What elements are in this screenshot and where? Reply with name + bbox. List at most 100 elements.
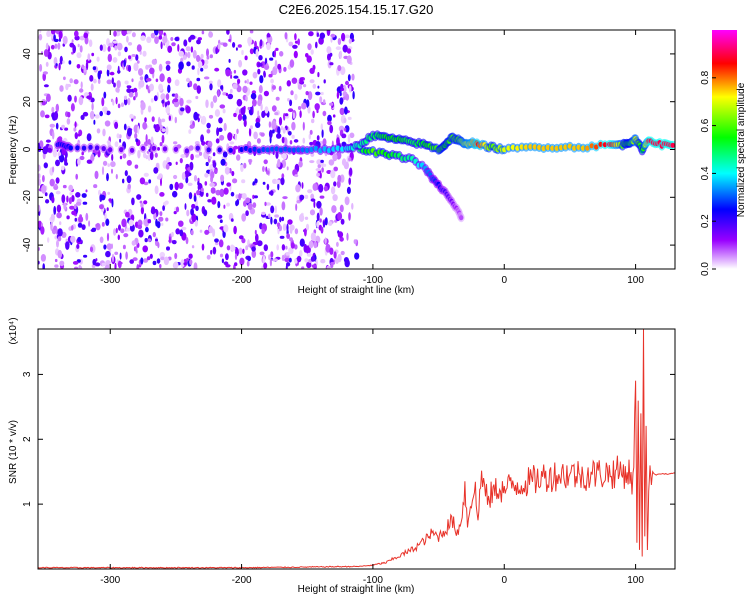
noise-speckle <box>333 251 337 259</box>
noise-speckle <box>62 60 65 64</box>
noise-speckle <box>277 63 282 70</box>
noise-speckle <box>90 83 94 91</box>
noise-speckle <box>154 124 161 132</box>
noise-speckle <box>102 128 106 137</box>
noise-speckle <box>287 98 290 102</box>
noise-speckle <box>168 115 171 121</box>
noise-speckle <box>242 248 245 254</box>
signal-trace-point <box>81 145 87 151</box>
noise-speckle <box>95 223 100 227</box>
noise-speckle <box>235 47 238 51</box>
noise-speckle <box>316 172 320 177</box>
noise-speckle <box>74 95 77 103</box>
noise-speckle <box>39 64 43 72</box>
noise-speckle <box>271 120 277 130</box>
noise-speckle <box>153 124 157 129</box>
noise-speckle <box>124 80 129 85</box>
noise-speckle <box>53 34 56 41</box>
noise-speckle <box>149 83 155 92</box>
noise-speckle <box>215 138 220 144</box>
noise-speckle <box>281 254 285 262</box>
noise-speckle <box>289 224 295 231</box>
noise-speckle <box>131 54 136 57</box>
noise-speckle <box>301 102 307 110</box>
noise-speckle <box>294 244 298 250</box>
noise-speckle <box>114 45 118 51</box>
noise-speckle <box>319 32 326 40</box>
noise-speckle <box>93 184 98 189</box>
noise-speckle <box>57 42 61 50</box>
noise-speckle <box>279 51 284 57</box>
noise-speckle <box>253 131 258 140</box>
noise-speckle <box>108 198 112 202</box>
noise-speckle <box>286 233 290 239</box>
noise-speckle <box>263 90 269 97</box>
noise-speckle <box>265 202 271 206</box>
noise-speckle <box>77 236 82 243</box>
noise-speckle <box>264 106 269 114</box>
noise-speckle <box>281 173 285 179</box>
colorbar-tick-label: 0.0 <box>700 262 711 276</box>
noise-speckle <box>43 84 49 88</box>
noise-speckle <box>133 87 138 93</box>
noise-speckle <box>326 170 332 174</box>
noise-speckle <box>190 208 195 216</box>
noise-speckle <box>269 190 274 196</box>
noise-speckle <box>346 48 352 54</box>
noise-speckle <box>107 46 111 52</box>
noise-speckle <box>345 80 349 86</box>
noise-speckle <box>94 170 99 180</box>
snr-y-label: SNR (10 * v/v) <box>8 420 19 484</box>
noise-speckle <box>139 177 146 185</box>
snr-x-tick-label: 0 <box>501 575 507 586</box>
noise-speckle <box>314 103 320 111</box>
noise-speckle <box>279 235 285 239</box>
noise-speckle <box>333 181 337 187</box>
noise-speckle <box>251 249 257 258</box>
noise-speckle <box>154 36 159 44</box>
noise-speckle <box>152 231 156 238</box>
noise-speckle <box>286 166 289 171</box>
noise-speckle <box>288 108 294 113</box>
noise-speckle <box>75 192 81 198</box>
noise-speckle <box>255 48 259 58</box>
noise-speckle <box>91 102 94 111</box>
snr-y-tick-label: 1 <box>22 501 33 507</box>
noise-speckle <box>74 266 79 269</box>
noise-speckle <box>158 83 164 92</box>
noise-speckle <box>281 136 285 144</box>
noise-speckle <box>352 91 355 100</box>
noise-speckle <box>174 36 180 42</box>
noise-speckle <box>345 34 350 39</box>
noise-speckle <box>61 194 66 204</box>
noise-speckle <box>262 181 266 185</box>
noise-speckle <box>312 110 315 119</box>
noise-speckle <box>201 243 205 251</box>
noise-speckle <box>214 238 219 243</box>
noise-speckle <box>237 113 243 121</box>
noise-speckle <box>252 181 255 186</box>
noise-speckle <box>258 85 263 94</box>
noise-speckle <box>89 75 94 82</box>
noise-speckle <box>310 256 315 262</box>
noise-speckle <box>346 55 352 64</box>
noise-speckle <box>257 110 260 117</box>
noise-speckle <box>71 195 75 202</box>
noise-speckle <box>209 182 215 187</box>
noise-speckle <box>160 177 162 187</box>
noise-speckle <box>224 166 230 175</box>
spectrogram-x-tick-label: -200 <box>232 275 252 286</box>
noise-speckle <box>320 91 324 96</box>
noise-speckle <box>270 216 273 225</box>
noise-speckle <box>251 246 256 252</box>
noise-speckle <box>193 262 198 269</box>
noise-speckle <box>315 41 318 49</box>
noise-speckle <box>340 218 345 225</box>
noise-speckle <box>59 55 63 65</box>
snr-x-ticks: -300 -200 -100 0 100 <box>100 329 644 586</box>
noise-speckle <box>330 36 333 43</box>
noise-speckle <box>68 184 74 192</box>
noise-speckle <box>309 129 313 135</box>
noise-speckle <box>164 200 169 205</box>
noise-speckle <box>69 78 73 84</box>
